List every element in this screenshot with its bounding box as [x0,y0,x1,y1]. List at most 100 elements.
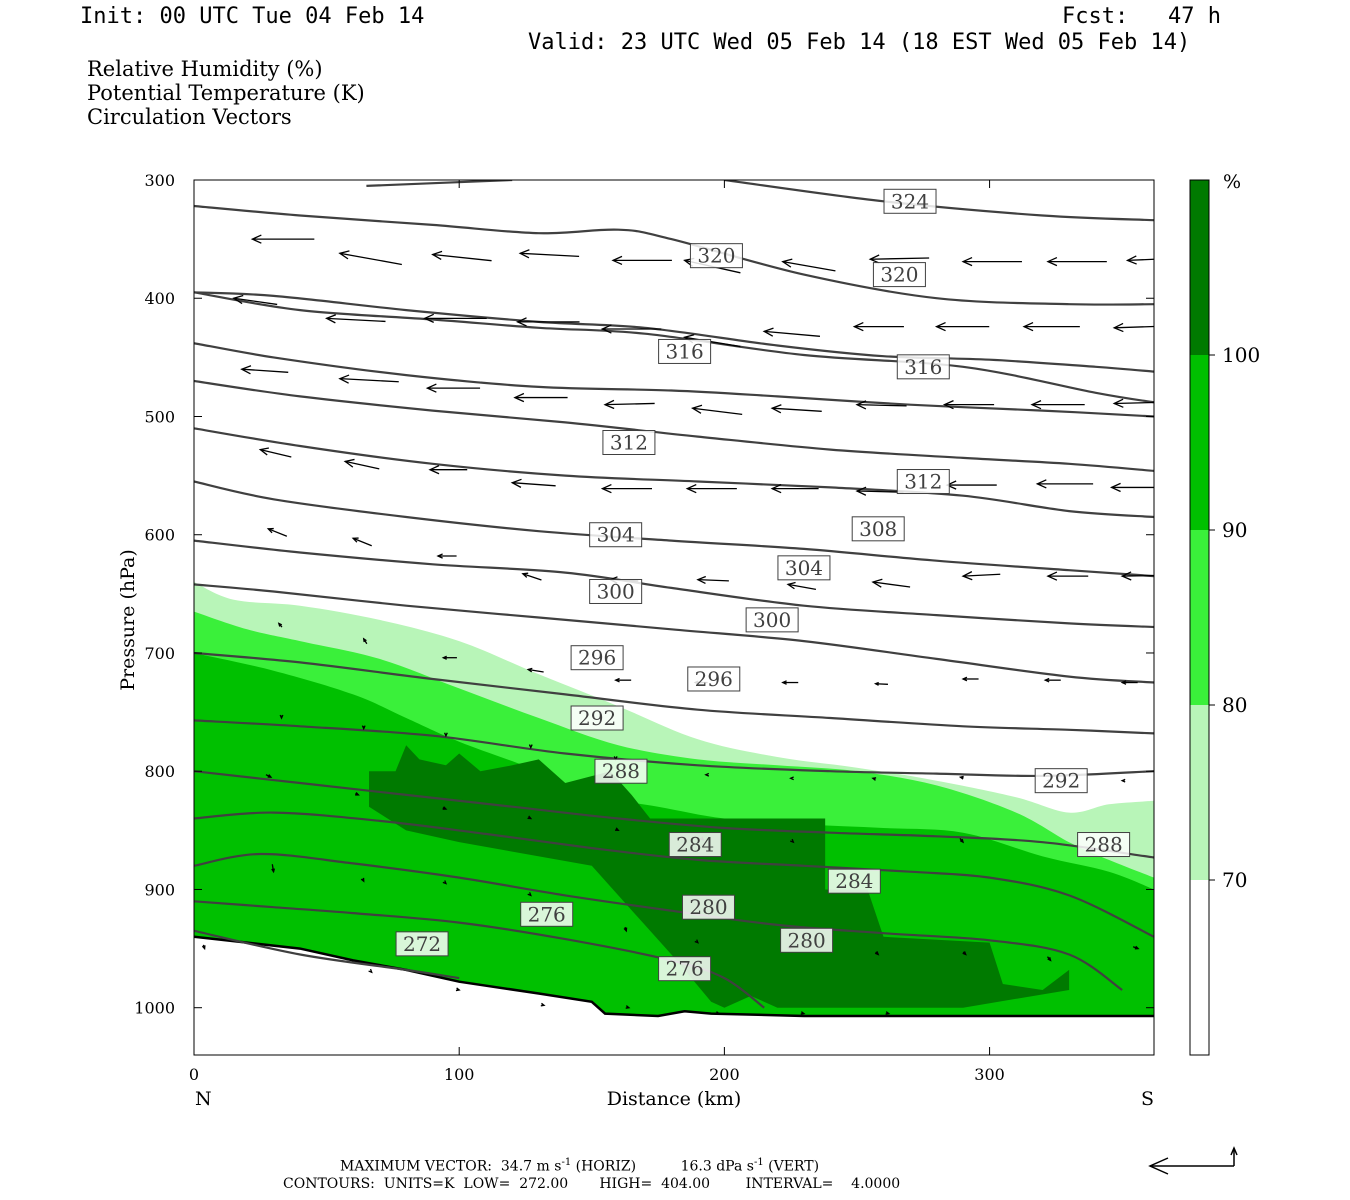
vector-head [436,553,443,559]
circulation-vector [614,827,620,832]
theta-contour-300 [194,583,1154,684]
circulation-vector [1120,571,1154,581]
horiz-tag: (HORIZ) [575,1158,637,1175]
colorbar-segment [1190,705,1209,880]
vector-head [614,677,620,683]
theta-label: 276 [520,901,574,927]
vector-head [528,744,533,750]
vector-head [600,483,612,494]
endpoint-right-label: S [1141,1088,1154,1110]
theta-label: 300 [589,578,643,604]
theta-contour-layer [194,180,1154,1009]
vector-shaft [875,683,888,685]
circulation-vector [1043,677,1061,683]
vector-head [623,927,628,933]
theta-label-text: 284 [835,869,873,893]
circulation-vector [961,256,1022,267]
circulation-vector [266,527,288,537]
x-axis-label: Distance (km) [607,1088,742,1110]
vector-shaft [522,573,542,581]
circulation-vector [436,553,457,559]
circulation-vector [540,1002,546,1007]
colorbar-tick-label: 80 [1222,693,1247,717]
vector-shaft [870,257,930,260]
theta-contour-332 [194,291,1154,373]
theta-label: 304 [777,555,831,581]
circulation-vector [685,483,737,494]
vector-shaft [528,668,544,673]
vector-head [762,327,774,337]
vector-head [1120,680,1127,685]
theta-label-text: 312 [904,470,942,494]
vector-head [1022,321,1034,332]
circulation-vector [527,815,533,820]
circulation-vector [690,404,743,416]
vector-shaft [1127,258,1154,262]
circulation-vector [603,399,655,410]
vector-shaft [872,581,911,588]
vector-shaft [432,253,492,262]
vector-head [1030,400,1042,410]
circulation-vector [770,483,819,494]
circulation-vector [277,622,283,628]
circulation-vector [694,939,699,944]
theta-label-box [780,927,834,953]
vector-head [696,575,706,585]
y-axis-label: Pressure (hPa) [117,549,139,691]
theta-label: 280 [681,894,735,920]
colorbar-tick-label: 100 [1222,343,1260,367]
vector-shaft [856,490,904,493]
vector-head [232,294,244,305]
theta-label-box [872,262,926,288]
vector-head [266,527,274,534]
circulation-vector [527,892,532,897]
circulation-vector [526,667,544,673]
theta-label: 320 [872,262,926,288]
circulation-vector [611,255,672,266]
theta-label-text: 280 [788,928,826,952]
circulation-vector [1046,956,1052,962]
vector-head [715,1011,721,1015]
vector-head [527,892,532,897]
theta-label-text: 288 [602,759,640,783]
theta-contour-292 [194,719,1154,778]
theta-label-box [570,645,624,671]
theta-label-box [570,705,624,731]
y-tick-label: 1000 [134,999,175,1018]
vector-head [934,321,946,332]
theta-label-text: 304 [785,556,823,580]
horiz-value: 34.7 [500,1158,533,1175]
theta-label: 292 [1034,768,1088,794]
vector-head [510,478,522,488]
vert-tag: (VERT) [768,1158,820,1175]
vector-head [442,880,448,885]
circulation-vector [1125,255,1154,265]
circulation-vector [515,317,580,327]
circulation-vector [800,1011,806,1015]
vector-shaft [772,407,822,412]
max-vector-line: MAXIMUM VECTOR: 34.7 m s-1 (HORIZ) 16.3 … [340,1157,819,1175]
theta-label-text: 296 [578,646,616,670]
vector-head [423,313,434,323]
vector-head [1125,255,1137,265]
theta-label-box [1034,768,1088,794]
max-vector-label: MAXIMUM VECTOR: [340,1158,492,1175]
vector-head [873,681,879,686]
circulation-vector [521,572,542,581]
title-relative-humidity: Relative Humidity (%) [87,57,323,81]
theta-label-text: 316 [666,339,704,363]
colorbar-segment [1190,880,1209,1055]
theta-label-box [658,338,712,364]
vector-shaft [326,317,386,323]
circulation-vector [528,744,533,750]
vector-shaft [787,583,817,590]
vector-shaft [1114,401,1154,405]
vector-shaft [520,252,580,258]
vector-head [279,714,284,720]
title-potential-temperature: Potential Temperature (K) [87,81,365,105]
vector-head [441,655,447,660]
vector-shaft [764,330,821,337]
colorbar-segment [1190,355,1209,530]
vector-head [868,254,880,264]
